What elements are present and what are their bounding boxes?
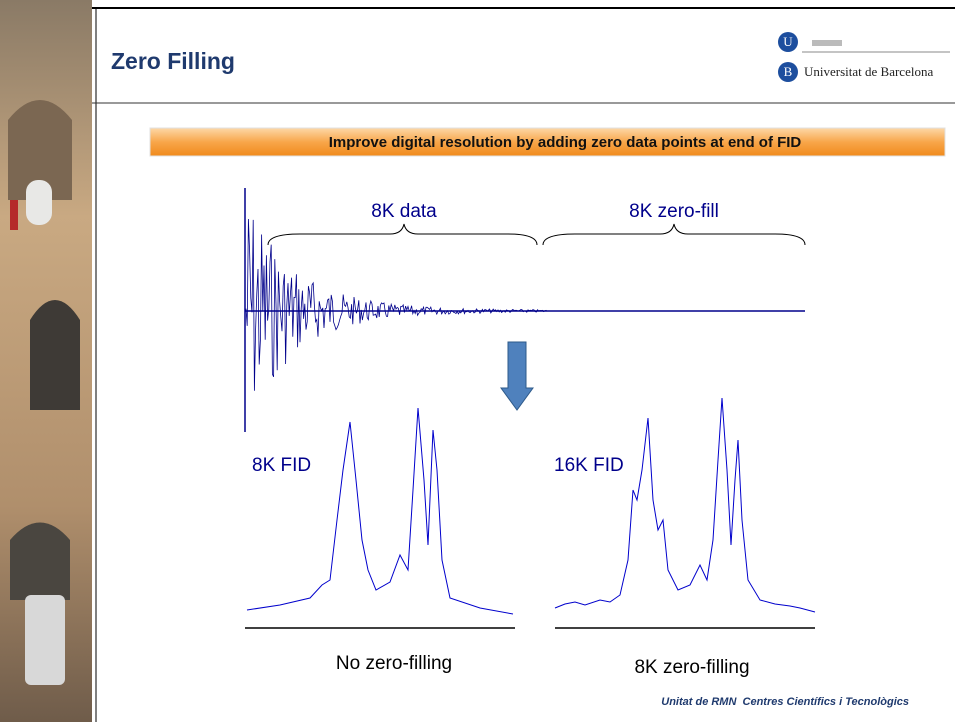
logo: U B Universitat de Barcelona <box>778 32 950 82</box>
logo-letter: B <box>784 64 793 79</box>
footer: Unitat de RMN Centres Científics i Tecno… <box>661 696 909 708</box>
spectrum-label: 8K FID <box>252 455 311 476</box>
banner-box <box>149 127 946 157</box>
brace-label: 8K data <box>371 201 437 222</box>
fid-signal <box>245 218 548 391</box>
logo-name: Universitat de Barcelona <box>804 64 933 79</box>
brace <box>542 223 806 246</box>
banner-text: Improve digital resolution by adding zer… <box>329 134 802 151</box>
spectrum-caption: 8K zero-filling <box>634 657 749 678</box>
spectrum <box>246 407 514 615</box>
spectrum <box>554 397 816 613</box>
spectrum-label: 16K FID <box>554 455 624 476</box>
photo-strip <box>0 0 92 722</box>
logo-letter: U <box>783 34 793 49</box>
spectrum-caption: No zero-filling <box>336 653 452 674</box>
brace-label: 8K zero-fill <box>629 201 719 222</box>
slide-title: Zero Filling <box>111 48 235 74</box>
brace <box>267 223 538 246</box>
down-arrow <box>500 341 534 411</box>
